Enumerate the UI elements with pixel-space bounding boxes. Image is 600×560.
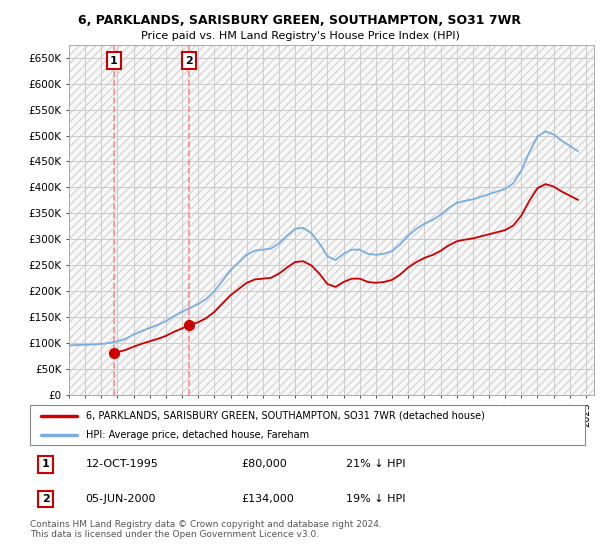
Text: 1: 1 — [41, 459, 49, 469]
Text: £80,000: £80,000 — [241, 459, 287, 469]
Text: 1: 1 — [110, 55, 118, 66]
Text: £134,000: £134,000 — [241, 494, 293, 504]
FancyBboxPatch shape — [30, 405, 585, 445]
Text: 2: 2 — [185, 55, 193, 66]
Text: 6, PARKLANDS, SARISBURY GREEN, SOUTHAMPTON, SO31 7WR: 6, PARKLANDS, SARISBURY GREEN, SOUTHAMPT… — [79, 14, 521, 27]
Text: 19% ↓ HPI: 19% ↓ HPI — [346, 494, 406, 504]
Text: 05-JUN-2000: 05-JUN-2000 — [86, 494, 156, 504]
Text: 6, PARKLANDS, SARISBURY GREEN, SOUTHAMPTON, SO31 7WR (detached house): 6, PARKLANDS, SARISBURY GREEN, SOUTHAMPT… — [86, 411, 484, 421]
Text: 12-OCT-1995: 12-OCT-1995 — [86, 459, 158, 469]
Text: 2: 2 — [41, 494, 49, 504]
Text: HPI: Average price, detached house, Fareham: HPI: Average price, detached house, Fare… — [86, 430, 308, 440]
Text: 21% ↓ HPI: 21% ↓ HPI — [346, 459, 406, 469]
Text: Price paid vs. HM Land Registry's House Price Index (HPI): Price paid vs. HM Land Registry's House … — [140, 31, 460, 41]
Text: Contains HM Land Registry data © Crown copyright and database right 2024.
This d: Contains HM Land Registry data © Crown c… — [30, 520, 382, 539]
